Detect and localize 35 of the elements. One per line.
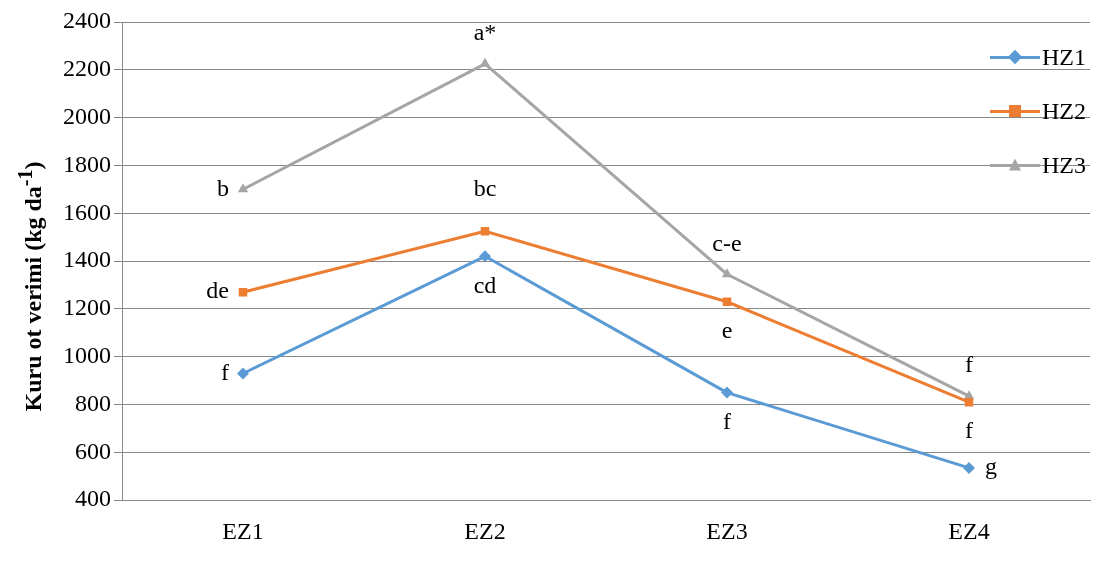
annotation: bc — [473, 174, 497, 201]
y-tick-label: 600 — [75, 437, 111, 464]
point — [237, 183, 249, 193]
y-tick-label: 1000 — [63, 342, 111, 369]
annotation: de — [206, 277, 229, 304]
y-tick-label: 2000 — [63, 102, 111, 129]
x-tick-label: EZ4 — [948, 517, 990, 544]
y-tick-label: 800 — [75, 389, 111, 416]
y-tick-label: 1200 — [63, 294, 111, 321]
annotation: f — [723, 407, 731, 434]
y-tick-label: 2200 — [63, 55, 111, 82]
annotation: c-e — [712, 229, 742, 256]
y-tick-label: 2400 — [63, 7, 111, 34]
legend-label: HZ1 — [1042, 43, 1086, 71]
annotation: f — [221, 358, 229, 385]
y-tick-label: 1600 — [63, 198, 111, 225]
annotation: f — [965, 351, 973, 378]
annotation: g — [985, 453, 997, 480]
x-tick-label: EZ3 — [706, 517, 748, 544]
point — [479, 250, 491, 263]
legend-label: HZ2 — [1042, 97, 1086, 125]
y-tick-label: 400 — [75, 485, 111, 512]
annotation: e — [721, 317, 733, 344]
y-tick-label: 1800 — [63, 150, 111, 177]
annotation: b — [217, 174, 229, 201]
point — [721, 386, 733, 399]
annotation: a* — [473, 19, 497, 46]
x-tick-label: EZ1 — [222, 517, 264, 544]
annotation: f — [965, 417, 973, 444]
point — [237, 367, 249, 380]
legend-label: HZ3 — [1042, 151, 1086, 179]
x-tick-label: EZ2 — [464, 517, 506, 544]
point — [963, 461, 975, 474]
annotation: cd — [473, 271, 497, 298]
y-tick-label: 1400 — [63, 246, 111, 273]
